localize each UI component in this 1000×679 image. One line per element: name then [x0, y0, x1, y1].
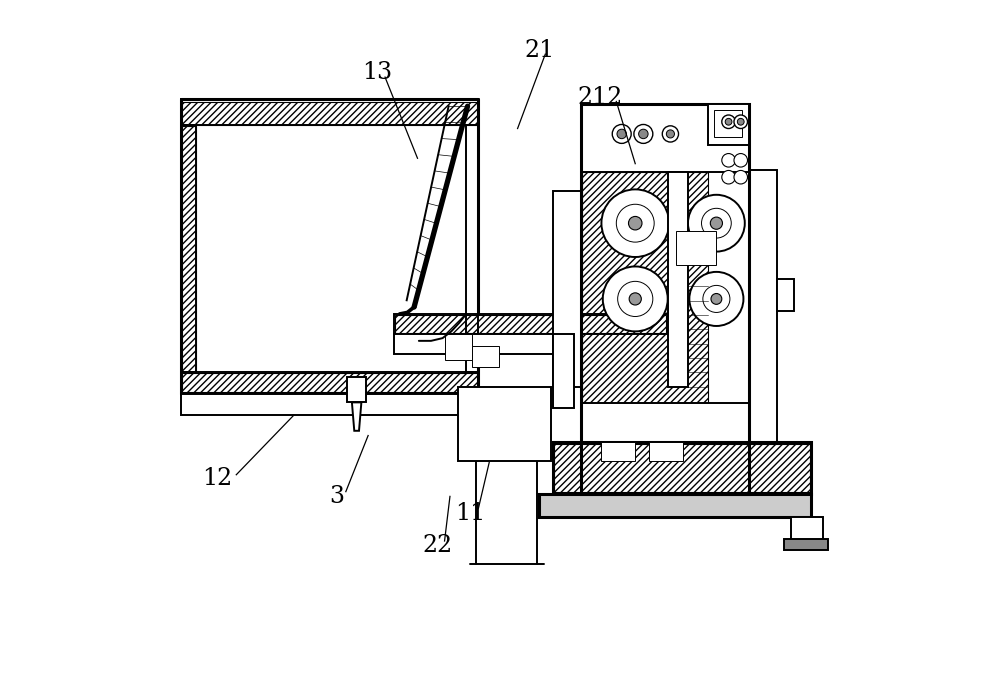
Circle shape	[725, 118, 732, 125]
Polygon shape	[352, 403, 361, 430]
Circle shape	[616, 204, 654, 242]
Bar	[472, 346, 499, 367]
Circle shape	[666, 130, 674, 138]
Bar	[668, 172, 688, 387]
Circle shape	[629, 293, 641, 305]
Text: 21: 21	[524, 39, 554, 62]
Circle shape	[612, 124, 631, 143]
Bar	[581, 104, 749, 494]
Bar	[581, 442, 749, 494]
Bar	[676, 232, 716, 265]
Bar	[581, 403, 749, 442]
Circle shape	[688, 195, 745, 252]
Bar	[553, 442, 811, 494]
Circle shape	[711, 293, 722, 304]
Circle shape	[628, 217, 642, 230]
Circle shape	[617, 129, 626, 139]
Bar	[553, 191, 582, 387]
Bar	[182, 126, 196, 372]
Bar	[466, 125, 478, 372]
Bar	[181, 125, 196, 372]
Bar	[582, 172, 708, 494]
Circle shape	[734, 115, 747, 128]
Text: 212: 212	[577, 86, 623, 109]
Bar	[553, 334, 574, 409]
Text: 12: 12	[202, 466, 232, 490]
Circle shape	[722, 170, 735, 184]
Bar	[395, 315, 666, 333]
Bar	[394, 314, 668, 334]
Text: 3: 3	[329, 485, 344, 508]
Circle shape	[639, 129, 648, 139]
Bar	[182, 373, 477, 392]
Circle shape	[702, 208, 731, 238]
Bar	[181, 394, 478, 416]
Bar	[708, 104, 749, 145]
Bar	[791, 517, 823, 543]
Bar	[649, 442, 683, 461]
Circle shape	[689, 272, 743, 326]
Bar	[182, 102, 477, 125]
Circle shape	[734, 170, 747, 184]
Text: 22: 22	[423, 534, 453, 557]
Bar	[539, 494, 811, 517]
Circle shape	[618, 281, 653, 316]
Text: 11: 11	[455, 502, 485, 525]
Bar	[181, 99, 478, 125]
Circle shape	[601, 189, 669, 257]
Bar	[582, 443, 747, 492]
Bar	[749, 170, 777, 442]
Bar	[181, 372, 478, 394]
Polygon shape	[347, 377, 366, 403]
Bar	[394, 334, 574, 354]
Bar	[458, 387, 551, 461]
Bar	[777, 278, 794, 311]
Circle shape	[737, 118, 744, 125]
Circle shape	[722, 115, 735, 128]
Bar	[581, 104, 749, 172]
Circle shape	[634, 124, 653, 143]
Bar	[601, 442, 635, 461]
Bar	[714, 109, 742, 136]
Circle shape	[734, 153, 747, 167]
Bar	[554, 443, 810, 492]
Bar	[445, 334, 472, 360]
Text: 13: 13	[362, 61, 392, 84]
Circle shape	[662, 126, 679, 142]
Bar	[784, 539, 828, 551]
Circle shape	[703, 285, 730, 312]
Circle shape	[710, 217, 722, 230]
Circle shape	[603, 266, 668, 331]
Circle shape	[722, 153, 735, 167]
